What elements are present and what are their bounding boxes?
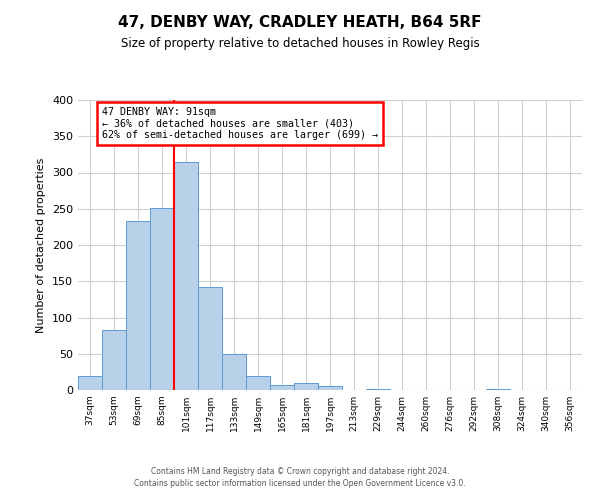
Bar [150,208,174,390]
Bar [174,162,198,390]
Bar [270,385,294,390]
Y-axis label: Number of detached properties: Number of detached properties [37,158,46,332]
Text: Contains public sector information licensed under the Open Government Licence v3: Contains public sector information licen… [134,478,466,488]
Bar [78,376,102,390]
Text: Size of property relative to detached houses in Rowley Regis: Size of property relative to detached ho… [121,38,479,51]
Bar [294,383,318,390]
Bar [486,388,510,390]
Text: 47 DENBY WAY: 91sqm
← 36% of detached houses are smaller (403)
62% of semi-detac: 47 DENBY WAY: 91sqm ← 36% of detached ho… [102,108,378,140]
Bar [126,221,150,390]
Bar [198,287,222,390]
Text: Contains HM Land Registry data © Crown copyright and database right 2024.: Contains HM Land Registry data © Crown c… [151,467,449,476]
Bar [246,376,270,390]
Bar [102,330,126,390]
Bar [318,386,342,390]
Text: 47, DENBY WAY, CRADLEY HEATH, B64 5RF: 47, DENBY WAY, CRADLEY HEATH, B64 5RF [118,15,482,30]
Bar [366,388,390,390]
Bar [222,354,246,390]
